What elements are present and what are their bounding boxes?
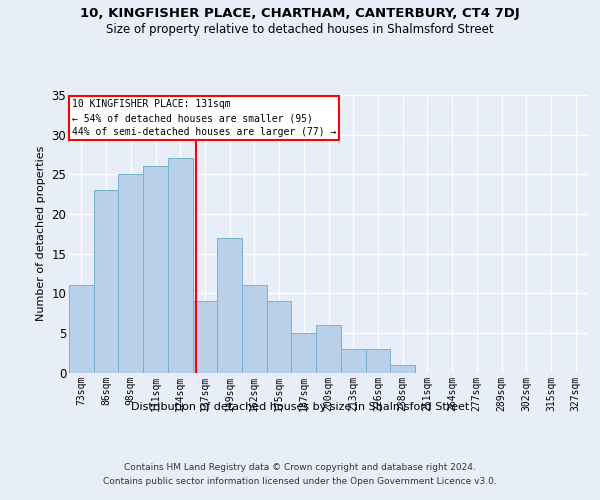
Y-axis label: Number of detached properties: Number of detached properties [36,146,46,322]
Text: 10, KINGFISHER PLACE, CHARTHAM, CANTERBURY, CT4 7DJ: 10, KINGFISHER PLACE, CHARTHAM, CANTERBU… [80,8,520,20]
Text: Contains public sector information licensed under the Open Government Licence v3: Contains public sector information licen… [103,478,497,486]
Text: 10 KINGFISHER PLACE: 131sqm
← 54% of detached houses are smaller (95)
44% of sem: 10 KINGFISHER PLACE: 131sqm ← 54% of det… [71,99,336,137]
Bar [217,238,242,372]
Text: Size of property relative to detached houses in Shalmsford Street: Size of property relative to detached ho… [106,22,494,36]
Bar [118,174,143,372]
Bar [168,158,193,372]
Text: Distribution of detached houses by size in Shalmsford Street: Distribution of detached houses by size … [131,402,469,412]
Bar [267,301,292,372]
Bar [94,190,118,372]
Bar [242,286,267,372]
Bar [365,348,390,372]
Bar [143,166,168,372]
Text: Contains HM Land Registry data © Crown copyright and database right 2024.: Contains HM Land Registry data © Crown c… [124,462,476,471]
Bar [316,325,341,372]
Bar [292,333,316,372]
Bar [193,301,217,372]
Bar [390,364,415,372]
Bar [341,348,365,372]
Bar [69,286,94,372]
